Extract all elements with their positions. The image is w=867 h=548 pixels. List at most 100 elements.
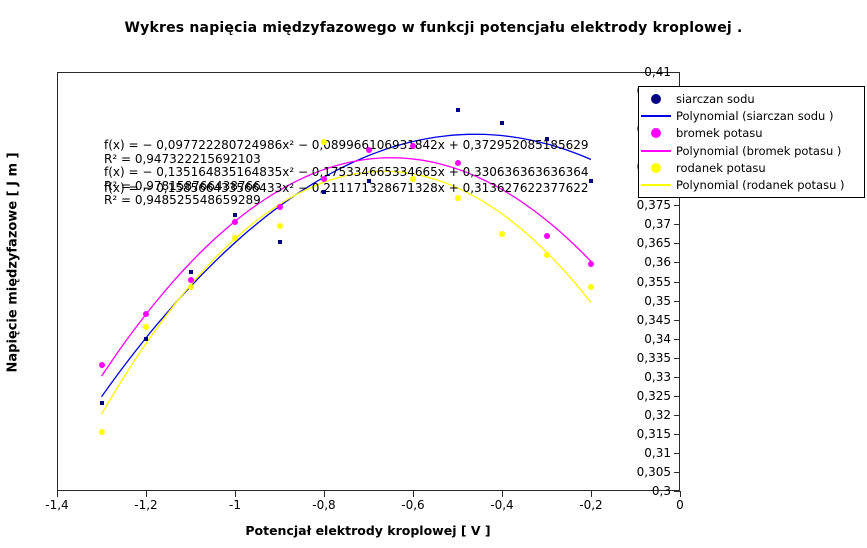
y-tick-mark [674, 72, 680, 73]
x-tick-mark [502, 491, 503, 497]
legend-item: rodanek potasu [639, 160, 864, 176]
chart-title: Wykres napięcia międzyfazowego w funkcji… [124, 20, 743, 36]
fit-curve-polynomial-rodanek-potasu- [100, 170, 592, 415]
x-tick-label: -0,4 [490, 498, 514, 512]
y-tick-label: 0,355 [636, 274, 671, 289]
y-tick-mark [674, 300, 680, 302]
y-tick-label: 0,365 [636, 236, 671, 251]
data-point-bromek-potasu [543, 232, 550, 239]
x-tick-mark [235, 491, 236, 497]
data-point-siarczan-sodu [366, 178, 371, 183]
y-tick-label: 0,33 [644, 369, 671, 384]
data-point-rodanek-potasu [321, 139, 327, 146]
data-point-siarczan-sodu [233, 212, 237, 217]
data-point-rodanek-potasu [143, 324, 149, 331]
y-tick-label: 0,36 [644, 255, 671, 270]
y-tick-mark [674, 452, 680, 454]
y-tick-mark [674, 433, 680, 435]
r-squared-text: R² = 0,978158766438766 [104, 179, 261, 193]
y-tick-mark [674, 243, 680, 245]
x-tick-label: -1,2 [134, 498, 158, 512]
data-point-bromek-potasu [410, 143, 416, 150]
r-squared-text: R² = 0,947322215692103 [104, 152, 261, 166]
legend-label: Polynomial (siarczan sodu ) [676, 108, 834, 123]
x-tick-label: -0,6 [401, 498, 425, 512]
y-tick-mark [674, 262, 680, 264]
legend-label: Polynomial (bromek potasu ) [676, 143, 842, 158]
data-point-rodanek-potasu [410, 175, 416, 182]
data-point-siarczan-sodu [455, 108, 460, 113]
data-point-siarczan-sodu [589, 178, 593, 183]
legend-box: siarczan sodu Polynomial (siarczan sodu )… [638, 86, 865, 198]
data-point-siarczan-sodu [322, 189, 326, 194]
legend-point-marker-icon [639, 162, 673, 173]
legend-line-marker-icon [639, 149, 673, 152]
y-tick-label: 0,34 [644, 331, 671, 346]
legend-item: Polynomial (bromek potasu ) [639, 143, 864, 159]
y-tick-mark [674, 205, 680, 207]
legend-item: siarczan sodu [639, 91, 864, 107]
x-tick-mark [680, 491, 681, 497]
y-tick-mark [674, 224, 680, 226]
legend-item: bromek potasu [639, 125, 864, 141]
data-point-rodanek-potasu [276, 223, 283, 230]
legend-item: Polynomial (rodanek potasu ) [639, 177, 864, 193]
y-tick-mark [674, 376, 680, 378]
r-squared-text: R² = 0,948525548659289 [104, 193, 261, 207]
y-tick-label: 0,305 [636, 464, 671, 479]
data-point-bromek-potasu [276, 204, 283, 211]
data-point-bromek-potasu [232, 219, 238, 226]
y-tick-label: 0,315 [636, 426, 671, 441]
legend-label: siarczan sodu [676, 91, 755, 106]
x-axis-title: Potencjał elektrody kroplowej [ V ] [245, 523, 491, 538]
x-tick-mark [591, 491, 592, 497]
y-tick-mark [674, 414, 680, 416]
legend-point-marker-icon [639, 93, 673, 104]
x-tick-mark [57, 491, 58, 497]
data-point-siarczan-sodu [500, 121, 504, 126]
data-point-rodanek-potasu [187, 284, 194, 291]
y-tick-label: 0,325 [636, 388, 671, 403]
y-tick-label: 0,375 [636, 198, 671, 213]
data-point-rodanek-potasu [499, 230, 505, 237]
y-tick-label: 0,335 [636, 350, 671, 365]
legend-line-marker-icon [639, 114, 673, 117]
data-point-rodanek-potasu [98, 428, 105, 435]
y-tick-label: 0,41 [644, 65, 671, 79]
x-tick-label: -1 [229, 498, 241, 512]
y-tick-mark [674, 338, 680, 340]
fit-curve-polynomial-bromek-potasu- [100, 157, 592, 377]
data-point-bromek-potasu [365, 147, 372, 154]
data-point-siarczan-sodu [99, 401, 104, 406]
data-point-siarczan-sodu [188, 269, 193, 274]
y-tick-label: 0,32 [644, 407, 671, 422]
data-point-bromek-potasu [454, 160, 461, 167]
x-tick-mark [146, 491, 147, 497]
y-tick-mark [674, 319, 680, 321]
y-tick-mark [674, 395, 680, 397]
legend-label: rodanek potasu [676, 160, 766, 175]
y-tick-mark [674, 491, 680, 492]
legend-line-marker-icon [639, 184, 673, 187]
y-tick-mark [674, 357, 680, 359]
data-point-rodanek-potasu [232, 234, 238, 241]
equation-text: f(x) = − 0,135164835164835x² − 0,1753346… [104, 165, 589, 179]
y-tick-label: 0,35 [644, 293, 671, 308]
y-tick-mark [674, 471, 680, 473]
equation-text: f(x) = − 0,097722280724986x² − 0,0899661… [104, 138, 589, 152]
legend-item: Polynomial (siarczan sodu ) [639, 108, 864, 124]
y-tick-label: 0,3 [651, 484, 671, 498]
equation-text: f(x) = − 0,158566433566433x² − 0,2111713… [104, 180, 589, 195]
x-tick-label: -0,2 [579, 498, 603, 512]
data-point-rodanek-potasu [588, 284, 594, 291]
data-point-bromek-potasu [321, 175, 327, 182]
y-tick-mark [674, 281, 680, 283]
x-tick-label: -0,8 [312, 498, 336, 512]
data-point-rodanek-potasu [454, 194, 461, 201]
x-tick-mark [413, 491, 414, 497]
data-point-bromek-potasu [143, 310, 149, 317]
legend-point-marker-icon [639, 128, 673, 139]
legend-label: bromek potasu [676, 126, 763, 141]
